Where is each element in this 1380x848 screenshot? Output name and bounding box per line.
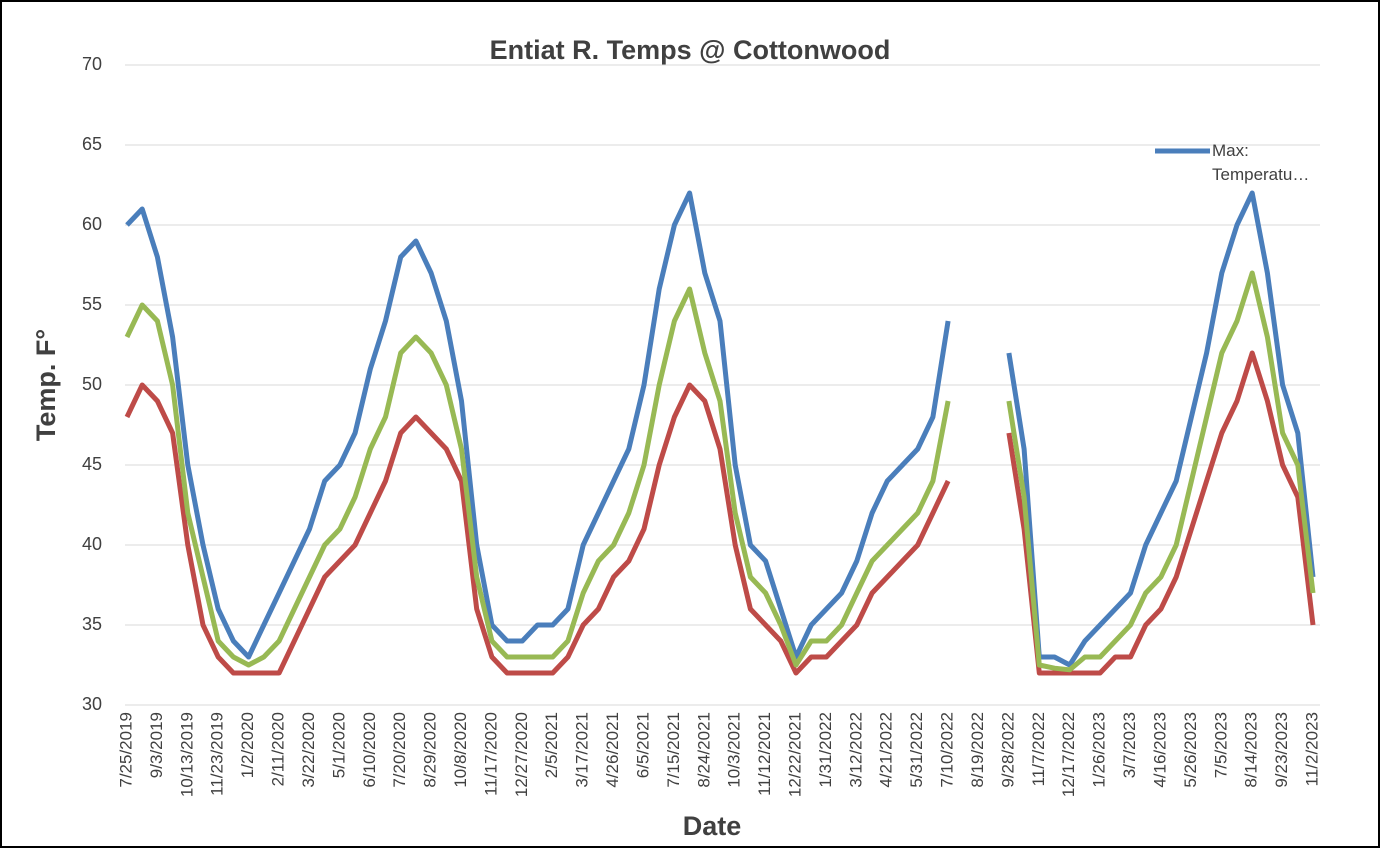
- x-tick-label: 8/19/2022: [968, 712, 987, 788]
- x-tick-label: 1/31/2022: [816, 712, 835, 788]
- x-tick-label: 3/17/2021: [573, 712, 592, 788]
- x-tick-label: 7/15/2021: [664, 712, 683, 788]
- x-tick-label: 12/27/2020: [512, 712, 531, 797]
- x-tick-label: 11/7/2022: [1029, 712, 1048, 786]
- y-tick-label: 40: [82, 534, 102, 554]
- x-tick-label: 11/17/2020: [481, 712, 500, 796]
- x-tick-label: 1/2/2020: [238, 712, 257, 778]
- x-axis-label: Date: [683, 811, 742, 841]
- series-line: [124, 270, 1316, 673]
- y-tick-label: 55: [82, 294, 102, 314]
- x-tick-label: 6/5/2021: [633, 712, 652, 778]
- x-tick-label: 5/26/2023: [1181, 712, 1200, 788]
- y-tick-label: 35: [82, 614, 102, 634]
- chart-title: Entiat R. Temps @ Cottonwood: [490, 35, 891, 65]
- x-tick-label: 7/20/2020: [390, 712, 409, 788]
- y-tick-label: 70: [82, 54, 102, 74]
- y-tick-label: 50: [82, 374, 102, 394]
- y-tick-label: 65: [82, 134, 102, 154]
- y-tick-label: 45: [82, 454, 102, 474]
- x-tick-label: 9/28/2022: [998, 712, 1017, 788]
- x-tick-label: 8/14/2023: [1242, 712, 1261, 788]
- series-line: [124, 350, 1316, 676]
- x-tick-label: 10/3/2021: [725, 712, 744, 788]
- x-tick-label: 5/1/2020: [329, 712, 348, 778]
- x-tick-label: 6/10/2020: [360, 712, 379, 788]
- x-tick-label: 11/12/2021: [755, 712, 774, 796]
- x-tick-label: 2/11/2020: [269, 712, 288, 786]
- x-tick-label: 10/8/2020: [451, 712, 470, 788]
- x-tick-label: 8/24/2021: [694, 712, 713, 788]
- x-tick-label: 10/13/2019: [177, 712, 196, 797]
- x-tick-label: 4/21/2022: [877, 712, 896, 788]
- x-tick-label: 9/23/2023: [1272, 712, 1291, 788]
- y-tick-label: 30: [82, 694, 102, 714]
- x-tick-label: 4/26/2021: [603, 712, 622, 788]
- x-tick-label: 5/31/2022: [907, 712, 926, 788]
- x-tick-label: 7/5/2023: [1211, 712, 1230, 778]
- y-tick-label: 60: [82, 214, 102, 234]
- x-tick-label: 9/3/2019: [147, 712, 166, 778]
- y-axis-label: Temp. F°: [31, 329, 61, 441]
- x-tick-label: 7/10/2022: [938, 712, 957, 788]
- x-tick-label: 3/12/2022: [846, 712, 865, 788]
- x-tick-label: 11/2/2023: [1302, 712, 1321, 786]
- x-tick-label: 11/23/2019: [208, 712, 227, 796]
- x-tick-label: 12/22/2021: [786, 712, 805, 797]
- series-line: [125, 190, 1316, 668]
- x-tick-label: 12/17/2022: [1059, 712, 1078, 797]
- x-tick-label: 7/25/2019: [116, 712, 135, 788]
- x-tick-label: 4/16/2023: [1150, 712, 1169, 788]
- legend-label: Max: Temperatu…: [1212, 141, 1310, 184]
- x-tick-label: 3/22/2020: [299, 712, 318, 788]
- x-tick-label: 8/29/2020: [421, 712, 440, 788]
- x-tick-label: 3/7/2023: [1120, 712, 1139, 778]
- x-tick-label: 2/5/2021: [542, 712, 561, 778]
- x-tick-label: 1/26/2023: [1090, 712, 1109, 788]
